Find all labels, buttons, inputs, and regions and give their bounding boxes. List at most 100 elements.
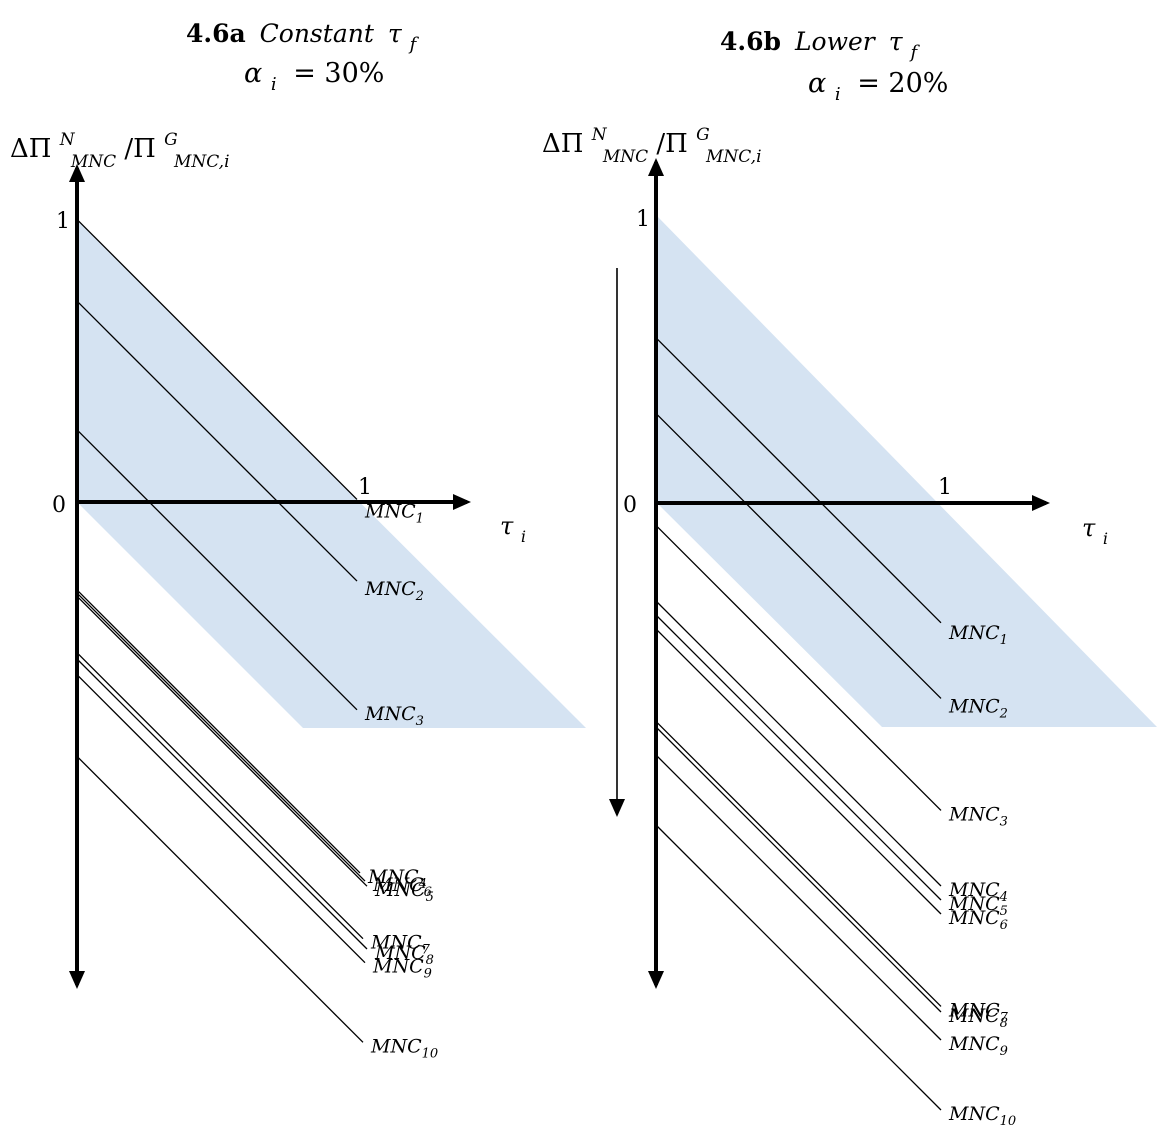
mnc-label-sub: 5 bbox=[426, 890, 434, 905]
panel-b-title: 4.6b Lower τ f bbox=[720, 27, 921, 63]
mnc-label-sub: 7 bbox=[1000, 1010, 1009, 1025]
panel-a: MNC1MNC2MNC3MNC4MNC5MNC6MNC7MNC8MNC9MNC1… bbox=[10, 19, 586, 1061]
mnc-label-2: MNC2 bbox=[948, 695, 1008, 721]
mnc-label-10: MNC10 bbox=[948, 1103, 1016, 1126]
panel-a-alpha: α i = 30% bbox=[244, 58, 384, 97]
mnc-label-7: MNC7 bbox=[370, 932, 431, 958]
mnc-label-sub: 9 bbox=[424, 967, 432, 982]
panel-a-title-tau: τ bbox=[388, 19, 403, 48]
panel-b-x-tick-1: 1 bbox=[938, 475, 952, 500]
mnc-label-sub: 8 bbox=[426, 953, 434, 968]
ylabel-a-slash: /Π bbox=[124, 134, 155, 164]
mnc-line-2 bbox=[76, 300, 358, 582]
mnc-label-sub: 4 bbox=[999, 890, 1008, 905]
mnc-line-7 bbox=[76, 652, 364, 940]
mnc-label-text: MNC bbox=[374, 942, 426, 964]
mnc-label-text: MNC bbox=[948, 1103, 1000, 1125]
mnc-line-8 bbox=[655, 726, 942, 1013]
ylabel-b-slash: /Π bbox=[656, 129, 687, 159]
panel-a-title-italic: Constant bbox=[260, 19, 375, 48]
mnc-line-5 bbox=[76, 595, 368, 887]
ylabel-b-sup2: G bbox=[696, 125, 710, 145]
xlabel-b-tau: τ bbox=[1082, 514, 1096, 542]
ylabel-a-delta: ΔΠ bbox=[10, 134, 51, 164]
panel-b-alpha: α i = 20% bbox=[808, 68, 948, 107]
mnc-label-text: MNC bbox=[948, 907, 1000, 929]
mnc-label-text: MNC bbox=[370, 932, 422, 954]
panel-b-xlabel: τ i bbox=[1082, 514, 1108, 548]
mnc-label-text: MNC bbox=[948, 879, 1000, 901]
panel-a-title-bold: 4.6a bbox=[186, 19, 246, 48]
mnc-label-text: MNC bbox=[948, 893, 1000, 915]
mnc-label-sub: 9 bbox=[1000, 1044, 1008, 1059]
panel-b: MNC1MNC2MNC3MNC4MNC5MNC6MNC7MNC8MNC9MNC1… bbox=[542, 27, 1157, 1126]
mnc-line-9 bbox=[76, 674, 366, 964]
panel-b-title-tau: τ bbox=[889, 27, 904, 56]
mnc-line-4 bbox=[655, 600, 942, 887]
ylabel-a-sup1: N bbox=[59, 130, 76, 150]
mnc-label-text: MNC bbox=[948, 1033, 1000, 1055]
mnc-label-sub: 1 bbox=[416, 511, 424, 526]
mnc-line-4 bbox=[76, 589, 361, 874]
mnc-label-text: MNC bbox=[948, 695, 1000, 717]
mnc-line-1 bbox=[76, 218, 358, 500]
mnc-label-6: MNC6 bbox=[372, 874, 432, 900]
mnc-label-8: MNC8 bbox=[948, 1005, 1008, 1031]
mnc-label-text: MNC bbox=[364, 500, 416, 522]
panel-a-alpha-symbol: α bbox=[244, 58, 262, 89]
mnc-label-4: MNC4 bbox=[948, 879, 1008, 905]
xlabel-b-sub: i bbox=[1103, 529, 1108, 548]
shaded-band-b bbox=[656, 215, 1157, 727]
panel-a-ylabel: ΔΠ N MNC /Π G MNC,i bbox=[10, 122, 230, 174]
mnc-label-sub: 7 bbox=[422, 943, 431, 958]
mnc-label-3: MNC3 bbox=[364, 703, 424, 729]
panel-b-title-bold: 4.6b bbox=[720, 27, 781, 56]
panel-a-title: 4.6a Constant τ f bbox=[186, 19, 420, 55]
mnc-line-1 bbox=[655, 337, 942, 624]
ylabel-b-delta: ΔΠ bbox=[542, 129, 583, 159]
mnc-label-sub: 6 bbox=[1000, 918, 1008, 933]
mnc-label-text: MNC bbox=[364, 578, 416, 600]
mnc-label-text: MNC bbox=[948, 622, 1000, 644]
mnc-label-sub: 6 bbox=[424, 885, 432, 900]
mnc-line-3 bbox=[76, 429, 358, 711]
mnc-line-3 bbox=[655, 524, 942, 811]
mnc-label-sub: 1 bbox=[1000, 633, 1008, 648]
panel-a-origin: 0 bbox=[52, 493, 66, 518]
panel-b-alpha-value: = 20% bbox=[857, 68, 948, 99]
ylabel-b-sub1: MNC bbox=[602, 147, 648, 167]
panel-b-alpha-symbol: α bbox=[808, 68, 826, 99]
mnc-label-2: MNC2 bbox=[364, 578, 424, 604]
mnc-label-sub: 8 bbox=[1000, 1016, 1008, 1031]
mnc-label-sub: 10 bbox=[422, 1046, 439, 1061]
mnc-label-sub: 10 bbox=[1000, 1114, 1017, 1126]
panel-b-title-sub: f bbox=[909, 42, 921, 63]
mnc-label-text: MNC bbox=[367, 866, 419, 888]
mnc-label-sub: 2 bbox=[415, 589, 424, 604]
ylabel-a-sub1: MNC bbox=[70, 152, 116, 172]
mnc-label-1: MNC1 bbox=[364, 500, 424, 526]
mnc-label-5: MNC5 bbox=[374, 879, 434, 905]
panel-b-ylabel: ΔΠ N MNC /Π G MNC,i bbox=[542, 117, 762, 169]
ylabel-b-sup1: N bbox=[591, 125, 608, 145]
mnc-lines-a: MNC1MNC2MNC3MNC4MNC5MNC6MNC7MNC8MNC9MNC1… bbox=[76, 218, 439, 1061]
mnc-line-6 bbox=[76, 592, 366, 882]
mnc-label-text: MNC bbox=[374, 879, 426, 901]
panel-a-title-sub: f bbox=[408, 34, 420, 55]
panel-a-alpha-value: = 30% bbox=[293, 58, 384, 89]
mnc-label-text: MNC bbox=[948, 1005, 1000, 1027]
mnc-line-8 bbox=[76, 658, 368, 950]
mnc-line-10 bbox=[655, 824, 942, 1111]
mnc-label-4: MNC4 bbox=[367, 866, 427, 892]
mnc-label-sub: 4 bbox=[418, 877, 427, 892]
mnc-label-5: MNC5 bbox=[948, 893, 1008, 919]
mnc-line-6 bbox=[655, 628, 942, 915]
mnc-label-3: MNC3 bbox=[948, 803, 1008, 829]
mnc-lines-b: MNC1MNC2MNC3MNC4MNC5MNC6MNC7MNC8MNC9MNC1… bbox=[655, 337, 1016, 1126]
panel-b-y-tick-1: 1 bbox=[636, 207, 650, 232]
mnc-label-1: MNC1 bbox=[948, 622, 1008, 648]
mnc-line-7 bbox=[655, 720, 942, 1007]
mnc-label-text: MNC bbox=[948, 999, 1000, 1021]
mnc-label-text: MNC bbox=[948, 803, 1000, 825]
